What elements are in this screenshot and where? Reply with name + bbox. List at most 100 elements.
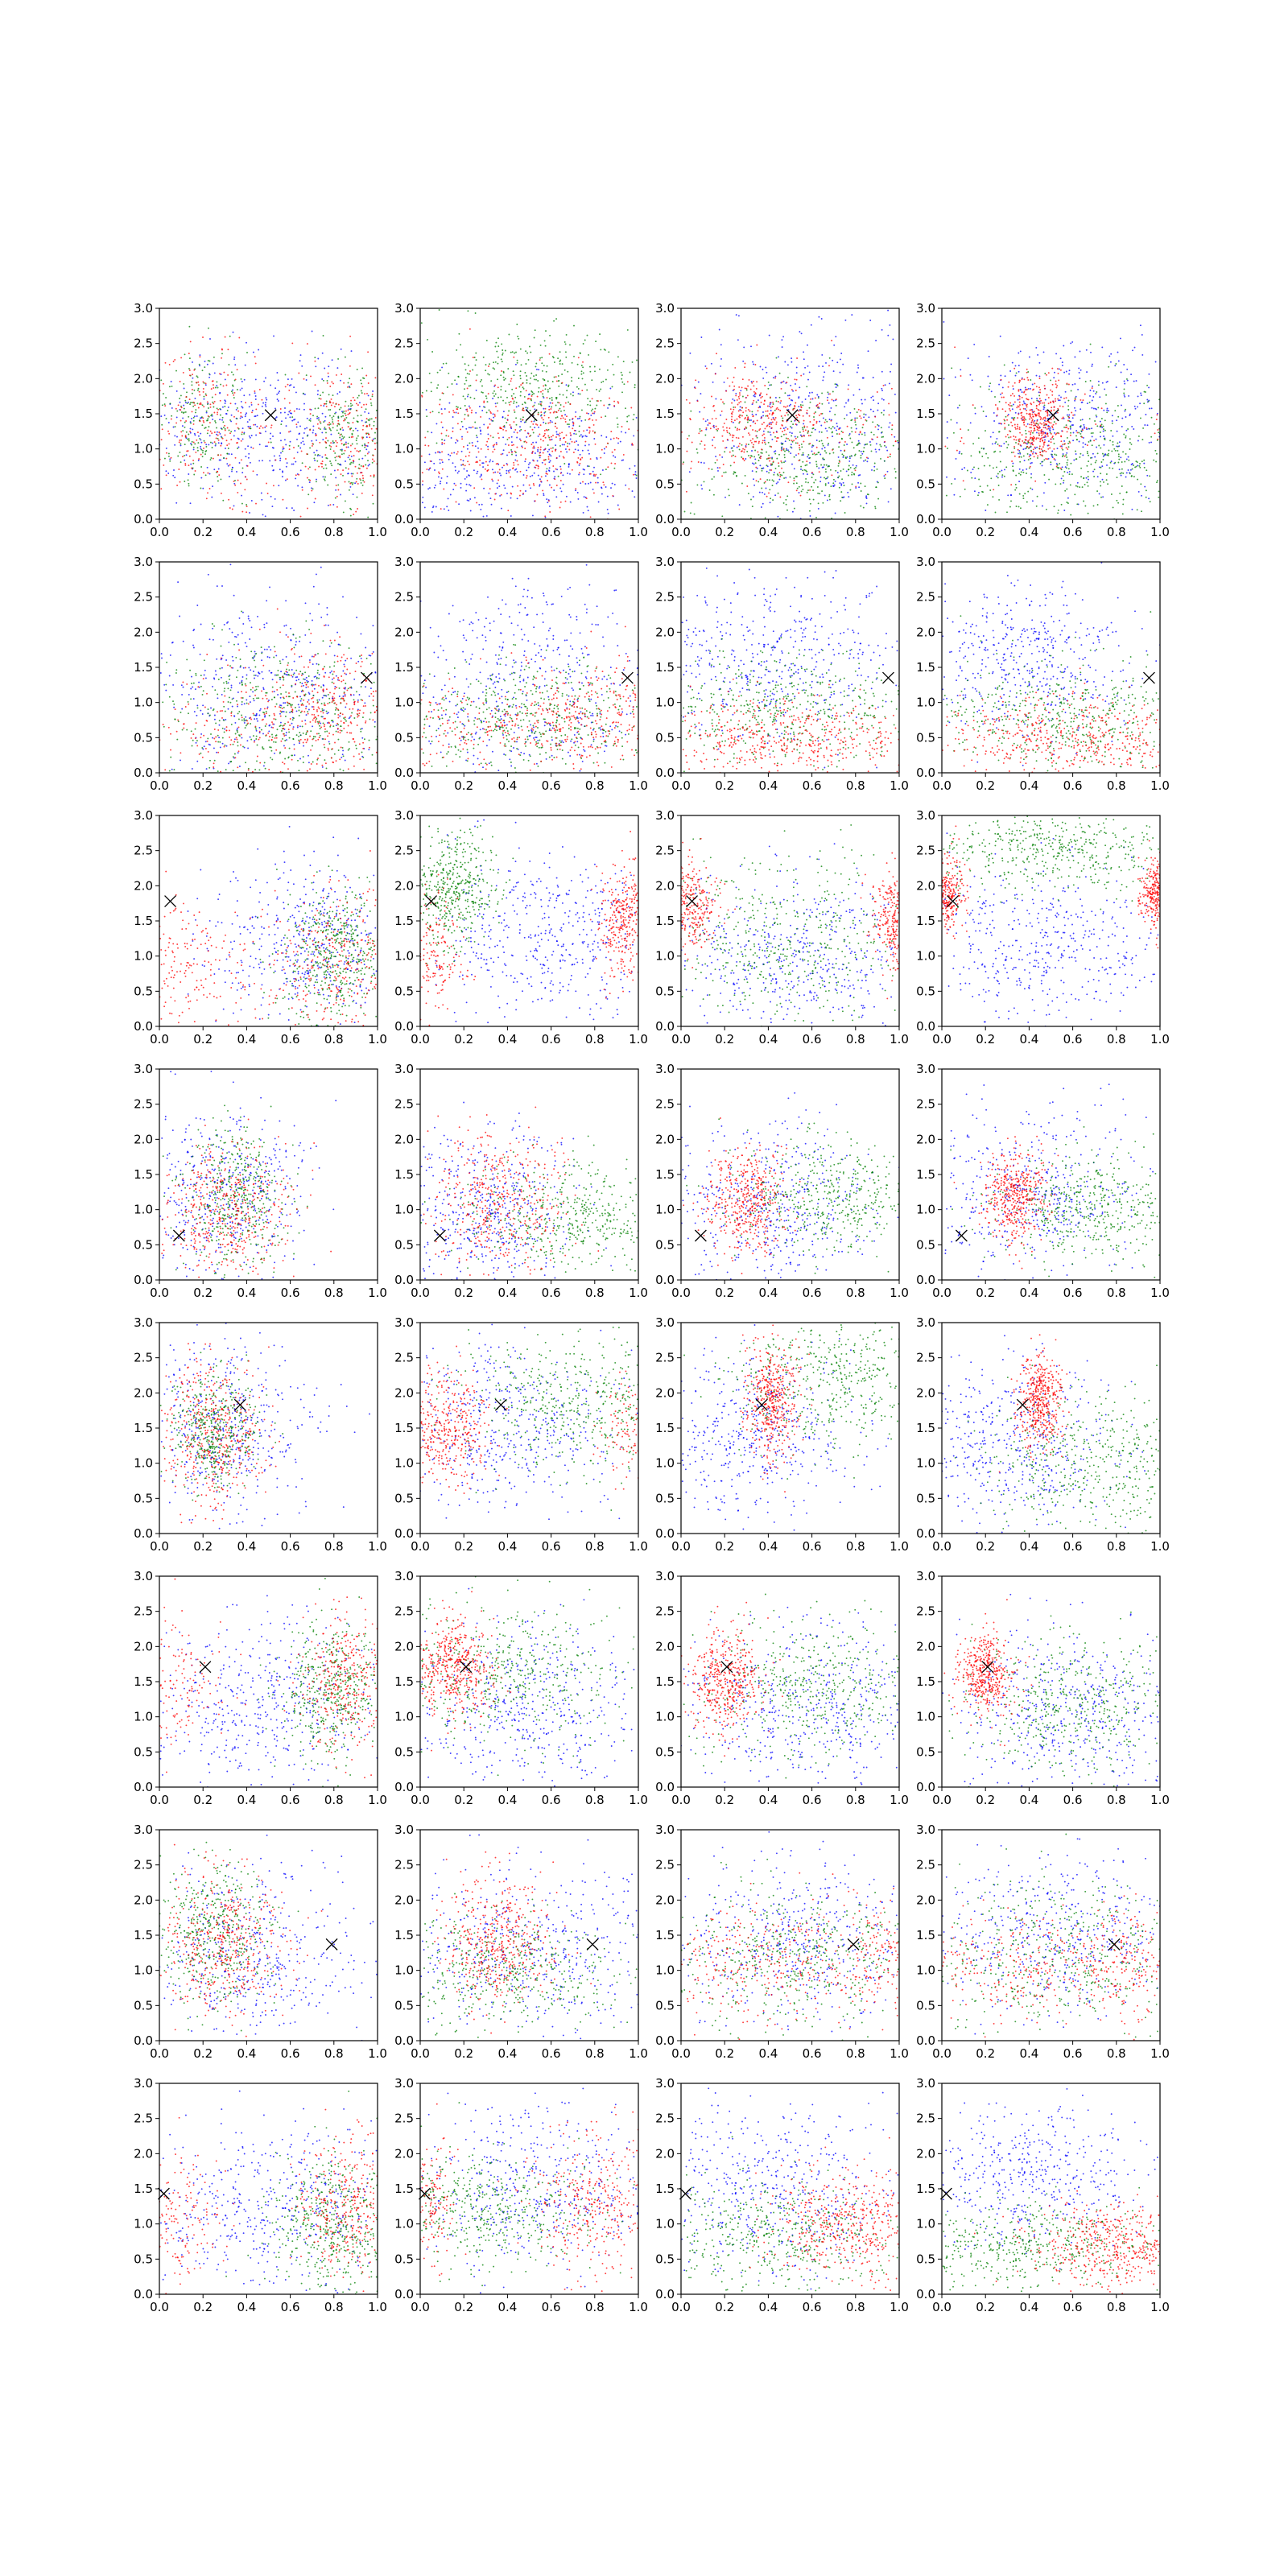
point-red [753, 420, 755, 423]
point-green [547, 380, 549, 382]
point-red [489, 435, 492, 437]
point-green [822, 457, 824, 460]
point-green [786, 495, 789, 497]
point-blue [791, 463, 793, 465]
point-red [1029, 412, 1031, 415]
point-red [374, 448, 377, 451]
point-blue [1091, 365, 1093, 367]
point-green [877, 423, 879, 426]
point-green [1139, 466, 1141, 469]
point-red [771, 414, 774, 416]
point-blue [943, 320, 945, 323]
point-green [1088, 418, 1091, 420]
point-red [741, 436, 744, 438]
point-blue [877, 402, 880, 405]
point-blue [477, 440, 479, 443]
point-red [300, 450, 303, 452]
point-blue [786, 448, 788, 450]
point-blue [539, 456, 541, 459]
point-green [1090, 463, 1092, 465]
point-blue [254, 423, 257, 426]
point-green [315, 481, 317, 483]
y-tick-label: 2.5 [655, 336, 675, 351]
point-red [208, 422, 211, 424]
point-green [559, 407, 561, 410]
point-red [526, 441, 528, 444]
point-red [1046, 458, 1049, 460]
point-red [180, 409, 182, 411]
point-blue [1121, 425, 1123, 427]
point-blue [238, 462, 241, 464]
point-blue [1156, 412, 1158, 415]
point-green [629, 371, 631, 374]
point-blue [543, 493, 545, 495]
point-red [537, 447, 539, 449]
point-red [194, 470, 196, 472]
point-green [374, 431, 376, 434]
point-green [605, 469, 607, 471]
point-blue [340, 493, 342, 496]
point-green [981, 490, 983, 493]
point-blue [427, 488, 430, 490]
point-red [547, 456, 550, 458]
point-red [510, 380, 512, 382]
point-red [1040, 399, 1042, 402]
point-blue [297, 421, 299, 423]
point-red [547, 416, 550, 419]
point-blue [1123, 380, 1125, 382]
point-red [266, 493, 269, 494]
point-green [1019, 473, 1022, 476]
point-blue [1003, 442, 1005, 444]
point-green [1136, 461, 1138, 464]
point-blue [860, 450, 862, 452]
point-red [497, 462, 499, 464]
x-tick-label: 1.0 [890, 525, 909, 539]
point-blue [1083, 436, 1084, 439]
point-red [585, 497, 588, 500]
point-blue [807, 394, 810, 397]
point-red [235, 423, 237, 425]
point-red [589, 516, 592, 518]
point-green [883, 460, 886, 462]
point-green [1061, 456, 1063, 458]
point-blue [323, 405, 325, 407]
point-blue [350, 473, 353, 475]
point-red [894, 440, 897, 443]
point-green [870, 450, 873, 452]
point-red [1042, 446, 1044, 448]
point-red [737, 395, 740, 398]
point-red [754, 423, 757, 424]
point-green [756, 436, 758, 439]
point-green [889, 456, 891, 458]
point-red [711, 418, 713, 420]
point-blue [576, 440, 577, 443]
point-blue [514, 469, 516, 471]
point-red [722, 464, 724, 465]
point-blue [585, 436, 588, 438]
point-green [189, 403, 192, 406]
point-green [837, 462, 840, 464]
point-green [345, 416, 348, 419]
point-red [192, 374, 193, 376]
point-green [591, 379, 593, 382]
point-green [347, 442, 349, 444]
point-green [469, 385, 472, 386]
point-green [1104, 402, 1107, 405]
point-red [780, 449, 782, 452]
point-red [497, 410, 499, 412]
point-red [762, 440, 764, 442]
point-blue [321, 378, 324, 380]
point-green [771, 457, 774, 460]
point-green [1122, 451, 1125, 453]
point-green [803, 469, 806, 471]
point-red [1028, 439, 1030, 441]
point-green [588, 353, 590, 356]
point-green [467, 310, 469, 312]
point-green [851, 483, 853, 485]
point-blue [890, 363, 893, 365]
point-red [571, 440, 573, 443]
point-green [1158, 490, 1160, 493]
point-blue [335, 411, 337, 414]
point-blue [577, 393, 580, 395]
point-green [176, 410, 179, 412]
